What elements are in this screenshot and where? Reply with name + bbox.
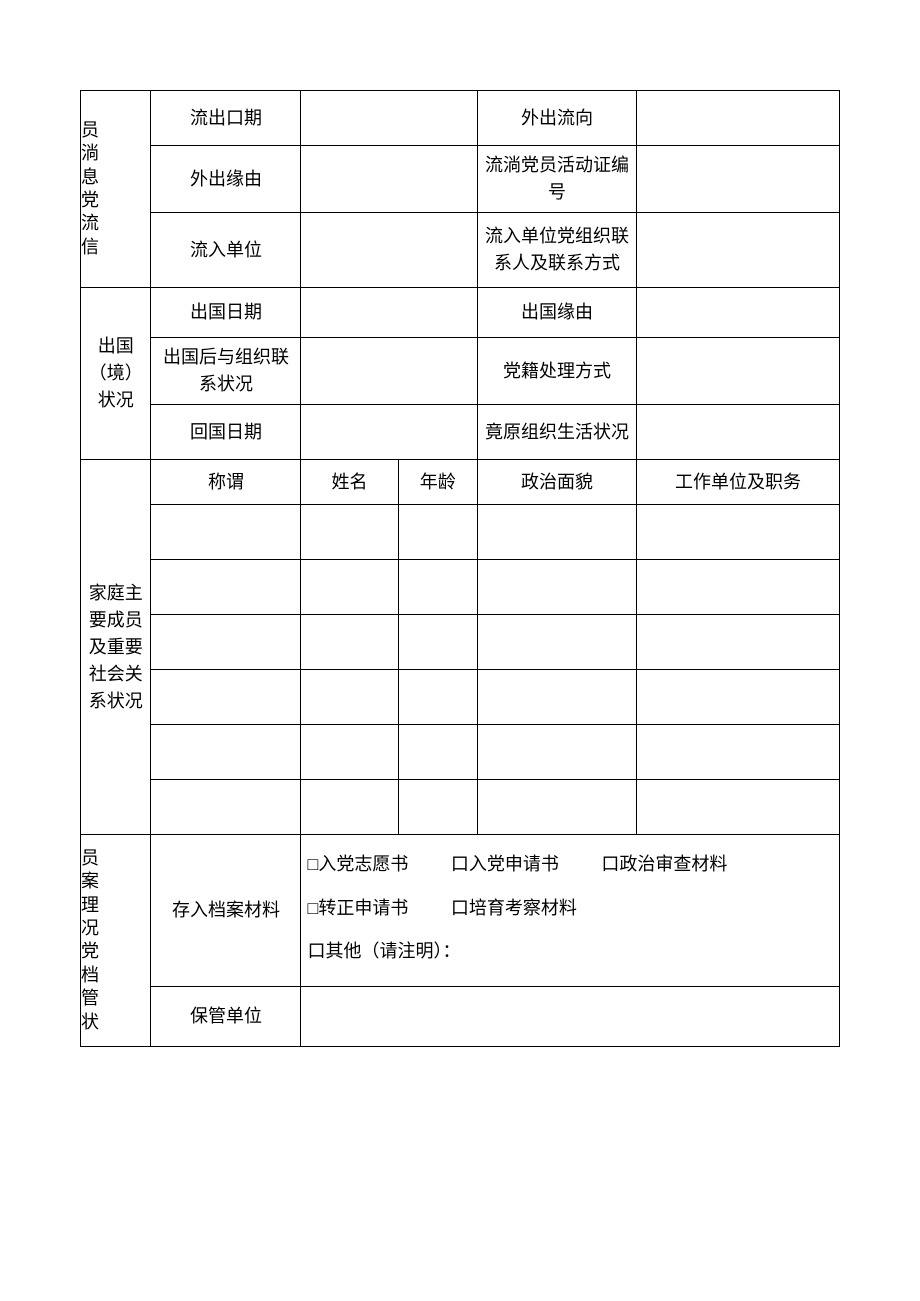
table-cell	[398, 560, 477, 615]
table-cell	[398, 615, 477, 670]
table-cell	[151, 615, 301, 670]
value-storage-unit	[301, 986, 840, 1046]
label-abroad-contact: 出国后与组织联系状况	[151, 338, 301, 405]
col-political: 政治面貌	[478, 460, 637, 505]
table-cell	[636, 615, 839, 670]
table-cell	[636, 670, 839, 725]
label-flow-date: 流出口期	[151, 91, 301, 146]
table-cell	[636, 560, 839, 615]
value-flow-contact	[636, 213, 839, 288]
value-abroad-contact	[301, 338, 478, 405]
table-cell	[151, 780, 301, 835]
label-archive-materials: 存入档案材料	[151, 835, 301, 987]
label-return-date: 回国日期	[151, 405, 301, 460]
label-abroad-party: 党籍处理方式	[478, 338, 637, 405]
label-flow-reason: 外出缘由	[151, 146, 301, 213]
table-cell	[301, 780, 398, 835]
label-flow-contact: 流入单位党组织联系人及联系方式	[478, 213, 637, 288]
table-cell	[398, 780, 477, 835]
label-return-status: 竟原组织生活状况	[478, 405, 637, 460]
table-cell	[636, 725, 839, 780]
table-cell	[636, 505, 839, 560]
value-abroad-reason	[636, 288, 839, 338]
label-storage-unit: 保管单位	[151, 986, 301, 1046]
table-cell	[478, 780, 637, 835]
value-flow-cert	[636, 146, 839, 213]
value-abroad-date	[301, 288, 478, 338]
table-cell	[301, 505, 398, 560]
table-cell	[636, 780, 839, 835]
checkbox-other[interactable]: 口其他（请注明）：	[307, 932, 460, 972]
table-cell	[398, 670, 477, 725]
table-cell	[151, 505, 301, 560]
table-cell	[478, 725, 637, 780]
checkbox-application[interactable]: 口入党申请书	[451, 845, 559, 885]
checkbox-training[interactable]: 口培育考察材料	[451, 889, 577, 929]
table-cell	[151, 725, 301, 780]
table-cell	[301, 670, 398, 725]
checkbox-political-review[interactable]: 口政治审查材料	[601, 845, 727, 885]
table-cell	[478, 505, 637, 560]
checkbox-confirmation[interactable]: □转正申请书	[307, 889, 408, 929]
table-cell	[398, 505, 477, 560]
value-flow-unit	[301, 213, 478, 288]
section-flow-header: 员淌息党流信	[81, 91, 151, 288]
label-flow-unit: 流入单位	[151, 213, 301, 288]
value-flow-direction	[636, 91, 839, 146]
label-abroad-date: 出国日期	[151, 288, 301, 338]
table-cell	[301, 560, 398, 615]
label-flow-direction: 外出流向	[478, 91, 637, 146]
table-cell	[478, 670, 637, 725]
form-table: 员淌息党流信 流出口期 外出流向 外出缘由 流淌党员活动证编号 流入单位 流入单…	[80, 90, 840, 1047]
table-cell	[398, 725, 477, 780]
archive-materials-checkboxes: □入党志愿书 口入党申请书 口政治审查材料 □转正申请书 口培育考察材料 口其他…	[301, 835, 840, 987]
col-name: 姓名	[301, 460, 398, 505]
col-work: 工作单位及职务	[636, 460, 839, 505]
label-abroad-reason: 出国缘由	[478, 288, 637, 338]
value-flow-reason	[301, 146, 478, 213]
col-relation: 称谓	[151, 460, 301, 505]
table-cell	[301, 615, 398, 670]
value-return-status	[636, 405, 839, 460]
col-age: 年龄	[398, 460, 477, 505]
table-cell	[478, 615, 637, 670]
section-family-header: 家庭主要成员及重要社会关系状况	[81, 460, 151, 835]
table-cell	[478, 560, 637, 615]
section-abroad-header: 出国（境）状况	[81, 288, 151, 460]
table-cell	[151, 560, 301, 615]
value-flow-date	[301, 91, 478, 146]
table-cell	[151, 670, 301, 725]
value-return-date	[301, 405, 478, 460]
section-archive-header: 员案理况党档管状	[81, 835, 151, 1047]
label-flow-cert: 流淌党员活动证编号	[478, 146, 637, 213]
table-cell	[301, 725, 398, 780]
value-abroad-party	[636, 338, 839, 405]
checkbox-join-party[interactable]: □入党志愿书	[307, 845, 408, 885]
